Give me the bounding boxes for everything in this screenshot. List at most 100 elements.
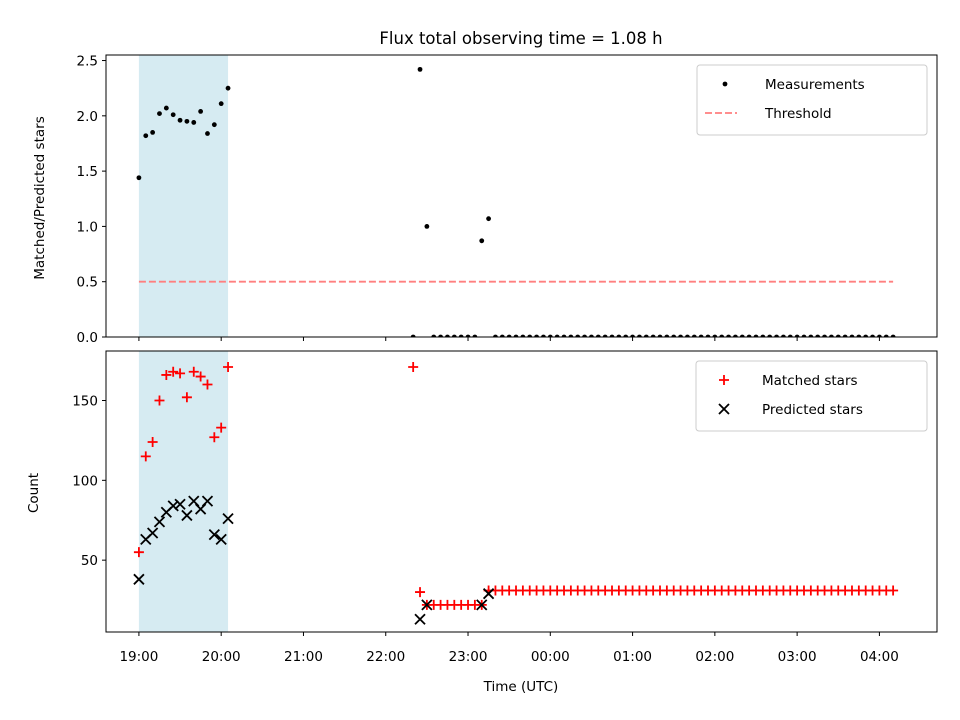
- measurement-point: [547, 334, 553, 337]
- matched-star-point: [175, 368, 186, 379]
- matched-star-point: [202, 379, 213, 390]
- predicted-star-point: [414, 613, 426, 625]
- predicted-star-point: [153, 516, 166, 528]
- matched-star-point: [181, 392, 192, 403]
- x-tick-label: 20:00: [202, 649, 241, 665]
- top-legend: Measurements Threshold: [696, 64, 928, 136]
- top-y-axis-label: Matched/Predicted stars: [32, 116, 48, 279]
- predicted-star-point: [208, 528, 220, 541]
- top-y-tick-label: 2.0: [77, 109, 98, 125]
- measurement-point: [170, 112, 176, 118]
- measurement-point: [637, 334, 642, 337]
- measurement-point: [561, 334, 567, 337]
- measurement-point: [733, 334, 738, 337]
- measurement-point: [760, 334, 766, 337]
- measurement-point: [534, 334, 539, 337]
- measurement-point: [616, 334, 622, 337]
- x-tick-label: 00:00: [531, 649, 570, 665]
- measurement-point: [698, 334, 704, 337]
- x-tick-label: 22:00: [366, 649, 405, 665]
- legend-measurement-swatch: [722, 81, 728, 87]
- measurement-point: [595, 334, 601, 337]
- measurement-point: [877, 334, 882, 337]
- measurement-point: [863, 334, 869, 337]
- measurement-point: [493, 334, 498, 337]
- legend-box: [696, 64, 928, 136]
- measurement-point: [685, 334, 690, 337]
- measurement-point: [136, 175, 142, 181]
- measurement-point: [513, 334, 519, 337]
- measurement-point: [835, 334, 841, 337]
- measurement-point: [445, 334, 450, 337]
- measurement-point: [143, 133, 149, 139]
- x-tick-label: 02:00: [695, 649, 734, 665]
- measurement-point: [431, 334, 437, 337]
- measurement-point: [582, 334, 587, 337]
- legend-label: Predicted stars: [762, 402, 863, 418]
- x-axis-label: Time (UTC): [483, 679, 559, 695]
- measurement-point: [822, 334, 827, 337]
- measurement-point: [623, 334, 629, 337]
- measurement-point: [609, 334, 615, 337]
- measurement-point: [410, 334, 416, 337]
- matched-star-point: [209, 432, 220, 443]
- bottom-series-matched-stars: [133, 361, 899, 610]
- legend-label: Measurements: [765, 77, 865, 93]
- measurement-point: [808, 334, 814, 337]
- measurement-point: [184, 118, 190, 124]
- measurement-point: [554, 334, 560, 337]
- measurement-point: [575, 334, 581, 337]
- measurement-point: [767, 334, 773, 337]
- measurement-point: [150, 130, 156, 135]
- matched-star-point: [408, 361, 419, 372]
- measurement-point: [479, 238, 485, 244]
- measurement-point: [472, 334, 478, 337]
- measurement-point: [438, 334, 443, 337]
- measurement-point: [678, 334, 683, 337]
- measurement-point: [602, 334, 608, 337]
- x-tick-label: 19:00: [119, 649, 158, 665]
- measurement-point: [650, 334, 656, 337]
- measurement-point: [198, 109, 204, 114]
- matched-star-point: [415, 587, 426, 598]
- x-tick-label: 23:00: [449, 649, 488, 665]
- top-y-tick-label: 2.5: [77, 54, 98, 70]
- predicted-star-point: [482, 588, 495, 600]
- measurement-point: [643, 334, 649, 337]
- measurement-point: [856, 334, 862, 337]
- measurement-point: [671, 334, 677, 337]
- measurement-point: [451, 334, 457, 337]
- predicted-star-point: [201, 495, 214, 507]
- measurement-point: [506, 334, 512, 337]
- predicted-star-point: [215, 533, 227, 546]
- measurement-point: [794, 334, 800, 337]
- measurement-point: [849, 334, 855, 337]
- measurement-point: [719, 334, 725, 337]
- bottom-y-tick-label: 50: [81, 553, 98, 569]
- x-tick-label: 04:00: [860, 649, 899, 665]
- matched-star-point: [147, 437, 158, 448]
- matched-star-point: [154, 395, 165, 406]
- legend-predicted-swatch: [718, 403, 730, 415]
- measurement-point: [664, 334, 670, 337]
- matched-star-point: [168, 366, 179, 377]
- top-y-tick-label: 1.5: [77, 164, 98, 180]
- top-observing-window: [138, 55, 229, 337]
- predicted-star-point: [222, 513, 234, 525]
- measurement-point: [746, 334, 752, 337]
- measurement-point: [815, 334, 821, 337]
- matched-star-point: [888, 585, 899, 596]
- measurement-point: [890, 334, 896, 337]
- measurement-point: [499, 334, 505, 337]
- measurement-point: [842, 334, 848, 337]
- matched-star-point: [140, 451, 151, 462]
- bottom-legend: Matched stars Predicted stars: [695, 360, 928, 432]
- predicted-star-point: [421, 599, 433, 611]
- measurement-point: [691, 334, 697, 337]
- measurement-point: [726, 334, 731, 337]
- measurement-point: [739, 334, 745, 337]
- measurement-point: [829, 334, 834, 337]
- measurement-point: [225, 85, 231, 91]
- measurement-point: [163, 105, 169, 111]
- measurement-point: [753, 334, 759, 337]
